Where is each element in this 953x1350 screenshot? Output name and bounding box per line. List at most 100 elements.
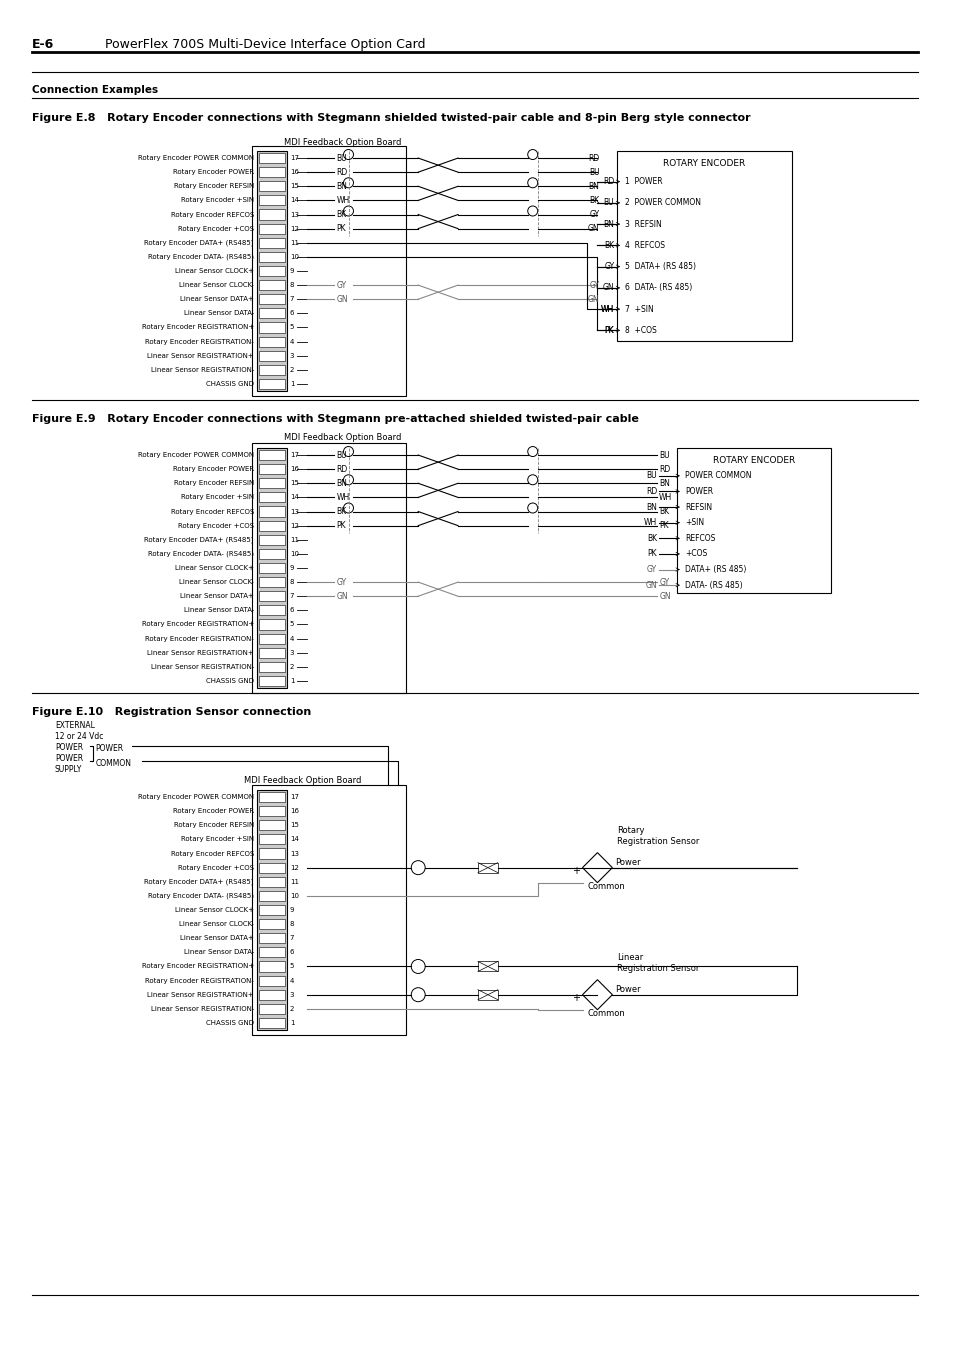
- Text: Rotary Encoder REFSIN: Rotary Encoder REFSIN: [173, 184, 253, 189]
- Text: 16: 16: [290, 809, 298, 814]
- Bar: [258, 379, 285, 389]
- Text: 7: 7: [290, 593, 294, 599]
- Text: 15: 15: [290, 822, 298, 829]
- Text: 9: 9: [290, 269, 294, 274]
- Bar: [258, 238, 285, 248]
- Bar: [258, 351, 285, 360]
- Text: Common: Common: [587, 882, 624, 891]
- Text: PowerFlex 700S Multi-Device Interface Option Card: PowerFlex 700S Multi-Device Interface Op…: [105, 38, 425, 51]
- Text: Linear Sensor DATA+: Linear Sensor DATA+: [180, 296, 253, 302]
- Text: GN: GN: [659, 591, 670, 601]
- Text: 4: 4: [290, 636, 294, 641]
- Text: PK: PK: [647, 549, 657, 559]
- Text: WH: WH: [643, 518, 657, 528]
- Text: BU: BU: [603, 198, 614, 208]
- Bar: [256, 790, 287, 1030]
- Text: 13: 13: [290, 509, 298, 514]
- Text: 3: 3: [290, 649, 294, 656]
- Text: BN: BN: [336, 479, 347, 487]
- Text: Linear Sensor DATA-: Linear Sensor DATA-: [183, 310, 253, 316]
- Bar: [258, 633, 285, 644]
- Text: Common: Common: [587, 1008, 624, 1018]
- Text: Linear Sensor DATA+: Linear Sensor DATA+: [180, 593, 253, 599]
- Text: Linear Sensor CLOCK+: Linear Sensor CLOCK+: [174, 907, 253, 913]
- Bar: [258, 308, 285, 319]
- Text: DATA- (RS 485): DATA- (RS 485): [684, 580, 741, 590]
- Text: Figure E.9   Rotary Encoder connections with Stegmann pre-attached shielded twis: Figure E.9 Rotary Encoder connections wi…: [31, 414, 639, 424]
- Bar: [258, 521, 285, 531]
- Text: RD: RD: [336, 464, 348, 474]
- Text: Rotary Encoder DATA- (RS485): Rotary Encoder DATA- (RS485): [148, 254, 253, 261]
- Text: 12: 12: [290, 864, 298, 871]
- Text: CHASSIS GND: CHASSIS GND: [206, 1021, 253, 1026]
- Text: WH: WH: [600, 305, 614, 313]
- Bar: [258, 904, 285, 915]
- Bar: [252, 784, 406, 1035]
- Text: 1: 1: [290, 678, 294, 684]
- Text: COMMON: COMMON: [95, 759, 132, 768]
- Bar: [258, 209, 285, 220]
- Text: POWER: POWER: [54, 743, 83, 752]
- Text: Linear Sensor REGISTRATION-: Linear Sensor REGISTRATION-: [151, 664, 253, 670]
- Text: Connection Examples: Connection Examples: [31, 85, 158, 94]
- Text: BN: BN: [645, 502, 657, 512]
- Bar: [258, 450, 285, 460]
- Text: GN: GN: [587, 294, 598, 304]
- Text: SUPPLY: SUPPLY: [54, 765, 82, 774]
- Bar: [258, 648, 285, 657]
- Text: BN: BN: [659, 479, 669, 487]
- Bar: [258, 493, 285, 502]
- Text: BU: BU: [588, 167, 598, 177]
- Bar: [258, 549, 285, 559]
- Text: Rotary Encoder DATA- (RS485): Rotary Encoder DATA- (RS485): [148, 892, 253, 899]
- Bar: [477, 961, 497, 972]
- Bar: [258, 976, 285, 986]
- Bar: [258, 196, 285, 205]
- Bar: [258, 591, 285, 601]
- Text: Rotary Encoder +SIN: Rotary Encoder +SIN: [181, 494, 253, 501]
- Bar: [258, 919, 285, 929]
- Bar: [252, 146, 406, 396]
- Bar: [258, 1004, 285, 1014]
- Bar: [258, 990, 285, 1000]
- Bar: [258, 848, 285, 859]
- Text: CHASSIS GND: CHASSIS GND: [206, 381, 253, 387]
- Bar: [258, 364, 285, 375]
- Text: BU: BU: [646, 471, 657, 481]
- Text: Rotary Encoder DATA- (RS485): Rotary Encoder DATA- (RS485): [148, 551, 253, 558]
- Text: Rotary: Rotary: [617, 826, 644, 834]
- Text: 14: 14: [290, 494, 298, 501]
- Text: ROTARY ENCODER: ROTARY ENCODER: [662, 159, 745, 167]
- Text: 14: 14: [290, 837, 298, 842]
- Text: RD: RD: [645, 487, 657, 495]
- Text: 5  DATA+ (RS 485): 5 DATA+ (RS 485): [624, 262, 696, 271]
- Text: Rotary Encoder DATA+ (RS485): Rotary Encoder DATA+ (RS485): [144, 239, 253, 246]
- Bar: [258, 821, 285, 830]
- Text: BK: BK: [336, 508, 346, 516]
- Text: GY: GY: [589, 281, 598, 290]
- Bar: [258, 676, 285, 686]
- Text: Linear: Linear: [617, 953, 643, 961]
- Text: Linear Sensor REGISTRATION+: Linear Sensor REGISTRATION+: [147, 352, 253, 359]
- Text: Linear Sensor DATA-: Linear Sensor DATA-: [183, 949, 253, 956]
- Text: GY: GY: [589, 211, 598, 219]
- Bar: [258, 224, 285, 234]
- Text: 10: 10: [290, 551, 298, 558]
- Text: REFSIN: REFSIN: [684, 502, 712, 512]
- Text: Rotary Encoder REFSIN: Rotary Encoder REFSIN: [173, 481, 253, 486]
- Text: E-6: E-6: [31, 38, 54, 51]
- Text: 2: 2: [290, 367, 294, 373]
- Text: GY: GY: [659, 578, 669, 587]
- Bar: [258, 323, 285, 332]
- Text: 15: 15: [290, 184, 298, 189]
- Text: Rotary Encoder +SIN: Rotary Encoder +SIN: [181, 197, 253, 204]
- Text: 7: 7: [290, 296, 294, 302]
- Text: 12: 12: [290, 225, 298, 232]
- Bar: [258, 535, 285, 545]
- Text: 2: 2: [290, 664, 294, 670]
- Text: GN: GN: [336, 294, 348, 304]
- Text: 5: 5: [290, 324, 294, 331]
- Bar: [258, 576, 285, 587]
- Text: POWER: POWER: [684, 487, 713, 495]
- Text: 3: 3: [290, 992, 294, 998]
